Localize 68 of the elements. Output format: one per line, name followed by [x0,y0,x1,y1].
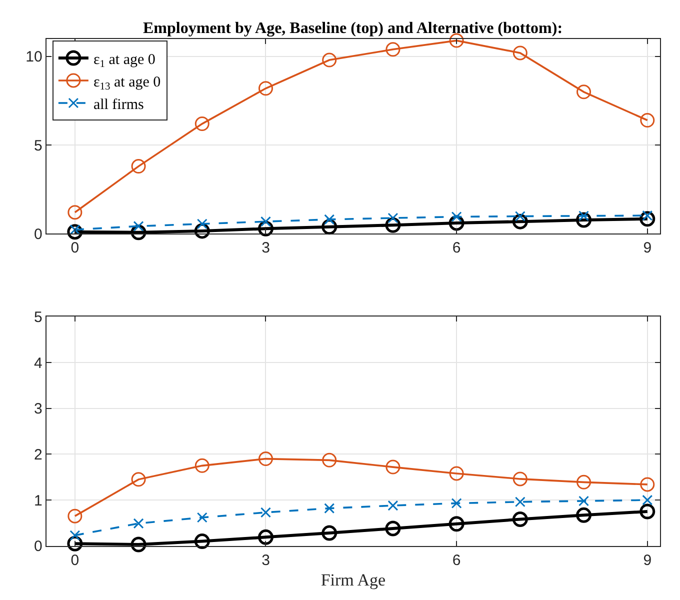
point [68,205,82,220]
point [133,518,144,529]
y-tick-label: 5 [34,308,42,326]
point [640,113,655,128]
point [449,33,464,48]
point [448,516,464,532]
y-tick-label: 4 [34,354,42,372]
point [322,52,337,68]
x-tick-label: 6 [452,552,461,569]
point [70,530,80,541]
point [386,460,400,474]
x-tick-label: 3 [262,552,270,569]
point [130,536,146,552]
point [258,452,273,466]
point [196,218,208,230]
point [196,512,208,523]
x-tick-label: 0 [70,552,80,569]
point [514,496,526,508]
point [640,477,655,492]
point [451,498,462,509]
point [512,472,528,486]
point [512,512,528,528]
chart-title: Employment by Age, Baseline (top) and Alternative (bottom): [143,20,563,37]
point [512,46,528,60]
point [258,529,274,545]
legend-label: ε$_{13}$ at age 0 [93,74,161,92]
y-tick-label: 1 [34,492,42,510]
point [131,472,146,487]
point [194,116,210,132]
y-tick-label: 3 [34,400,42,418]
point [194,458,210,473]
point [260,507,271,518]
y-tick-label: 2 [34,446,42,464]
point [322,525,338,541]
point [640,504,656,520]
point [576,507,592,523]
point [449,466,464,481]
y-tick-label: 0 [34,226,42,243]
x-tick-label: 9 [643,240,652,257]
y-tick-label: 10 [26,48,42,66]
point [322,452,337,468]
x-tick-label: 9 [643,552,652,569]
legend-label: all firms [93,96,144,113]
x-tick-label: 3 [262,240,270,257]
x-axis-title: Firm Age [320,570,386,590]
point [451,212,462,222]
point [388,500,398,511]
point [133,220,144,232]
point [258,81,273,96]
point [324,214,335,225]
point [576,474,592,490]
point [388,212,398,224]
point [640,211,656,227]
point [324,503,335,514]
y-tick-label: 0 [34,538,42,556]
point [576,84,592,100]
point [386,42,400,57]
x-tick-label: 6 [452,240,461,257]
point [385,520,401,536]
point [194,534,210,550]
point [260,216,271,227]
point [131,159,146,174]
point [642,494,653,506]
point [578,496,590,506]
x-tick-label: 0 [70,240,80,257]
legend-label: ε$_{1}$ at age 0 [93,52,156,70]
y-tick-label: 5 [34,137,42,154]
point [68,508,82,524]
